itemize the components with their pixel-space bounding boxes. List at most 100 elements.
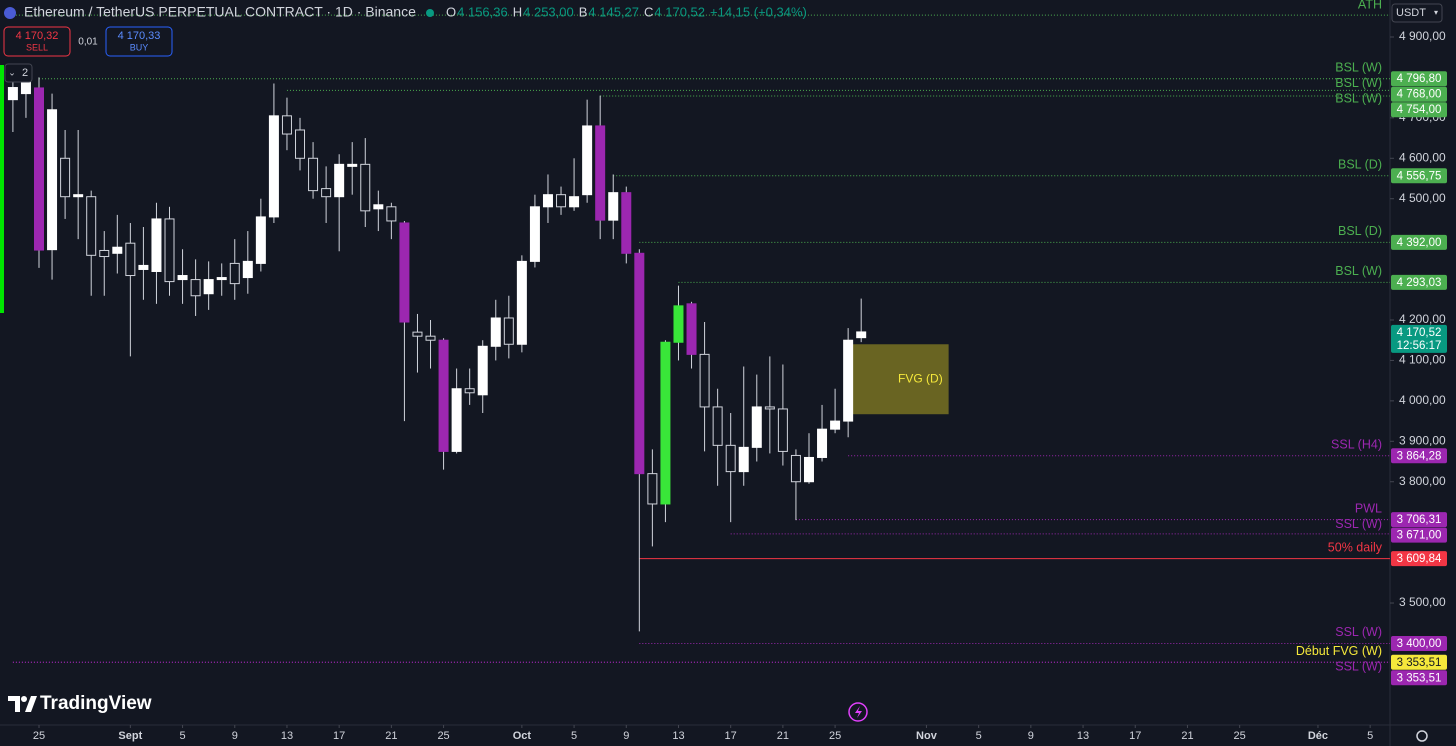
- currency-button[interactable]: [1391, 3, 1443, 23]
- x-tick-label: 13: [1077, 730, 1089, 742]
- candle-body: [830, 420, 841, 430]
- x-tick-label: 13: [281, 730, 293, 742]
- candle-body: [738, 446, 749, 473]
- level-price: 4 556,75: [1397, 170, 1442, 182]
- change: +14,15 (+0,34%): [710, 4, 807, 19]
- level-price-box: [1391, 654, 1447, 670]
- level-price-box: [1391, 102, 1447, 118]
- candle-body: [190, 279, 201, 297]
- last-price-box: [1391, 324, 1447, 353]
- x-tick-label: 5: [976, 730, 982, 742]
- candle-body: [268, 115, 279, 218]
- candle-body: [112, 246, 123, 254]
- candle-body: [373, 204, 384, 210]
- candle-body: [777, 408, 788, 452]
- settings-icon[interactable]: [1416, 730, 1428, 742]
- level-price-box: [1391, 448, 1447, 464]
- candle-body: [464, 388, 475, 394]
- event-icon[interactable]: [848, 702, 868, 722]
- level-label: BSL (W): [1335, 61, 1382, 75]
- candle-body: [138, 264, 149, 270]
- candle-body: [438, 339, 449, 452]
- level-price: 3 706,31: [1397, 514, 1442, 526]
- indicators-toggle[interactable]: [4, 63, 33, 83]
- logo-dot: [21, 696, 27, 702]
- candle-body: [647, 473, 658, 505]
- level-label: PWL: [1355, 501, 1382, 515]
- candle-body: [34, 87, 45, 251]
- level-price-box: [1391, 527, 1447, 543]
- candle-body: [412, 331, 423, 337]
- candle-body: [764, 406, 775, 410]
- candle-body: [295, 129, 306, 159]
- candle-body: [503, 317, 514, 345]
- candle-body: [569, 196, 580, 208]
- candle-body: [817, 428, 828, 458]
- level-price-box: [1391, 71, 1447, 87]
- candle-body: [712, 406, 723, 446]
- ohlc-label: H: [513, 4, 522, 19]
- sell-price: 4 170,32: [16, 30, 59, 42]
- ohlc-label: O: [446, 4, 456, 19]
- x-tick-label: 9: [232, 730, 238, 742]
- currency-chevron: ▾: [1434, 8, 1438, 17]
- buy-button[interactable]: [105, 26, 173, 57]
- candle-body: [7, 87, 18, 101]
- x-tick-label: 17: [333, 730, 345, 742]
- logo: TradingView: [40, 693, 152, 714]
- level-label: Début FVG (W): [1296, 644, 1382, 658]
- candle-body: [608, 192, 619, 221]
- logo-icon: [8, 696, 37, 712]
- candle-body: [386, 206, 397, 222]
- indicator-count: 2: [22, 67, 28, 79]
- candle-body: [177, 275, 188, 281]
- x-tick-label: Nov: [916, 730, 938, 742]
- level-price: 3 353,51: [1397, 657, 1442, 669]
- ohlc-value: 4 156,36: [457, 4, 508, 19]
- candle-body: [203, 279, 214, 295]
- level-label: SSL (W): [1335, 660, 1382, 674]
- candle-body: [86, 196, 97, 256]
- symbol-icon: [4, 7, 16, 19]
- candle-body: [73, 194, 84, 198]
- candle-body: [20, 80, 31, 95]
- spread: 0,01: [78, 37, 98, 48]
- y-tick-label: 4 100,00: [1399, 353, 1446, 367]
- x-tick-label: 25: [33, 730, 45, 742]
- indicator-bar: [0, 65, 4, 313]
- level-price: 4 754,00: [1397, 104, 1442, 116]
- x-tick-label: 25: [437, 730, 449, 742]
- candle-body: [164, 218, 175, 283]
- candle-body: [255, 216, 266, 264]
- level-label: SSL (W): [1335, 517, 1382, 531]
- buy-price: 4 170,33: [118, 30, 161, 42]
- x-tick-label: 9: [1028, 730, 1034, 742]
- level-label: BSL (W): [1335, 92, 1382, 106]
- sell-button[interactable]: [3, 26, 71, 57]
- candle-body: [281, 115, 292, 135]
- candle-body: [125, 242, 136, 277]
- x-tick-label: 25: [829, 730, 841, 742]
- ohlc-value: 4 170,52: [654, 4, 705, 19]
- candle-body: [660, 341, 671, 505]
- candle-body: [151, 218, 162, 272]
- level-price: 3 609,84: [1397, 553, 1442, 565]
- candle-body: [99, 249, 110, 258]
- currency: USDT: [1396, 7, 1426, 19]
- ohlc-label: C: [644, 4, 653, 19]
- candle-body: [621, 192, 632, 254]
- x-tick-label: 5: [1367, 730, 1373, 742]
- level-price: 3 671,00: [1397, 530, 1442, 542]
- candle-body: [582, 125, 593, 196]
- x-tick-label: 13: [672, 730, 684, 742]
- chevron: ⌄: [8, 67, 16, 77]
- candle-body: [699, 353, 710, 408]
- x-tick-label: 21: [1181, 730, 1193, 742]
- level-price: 4 293,03: [1397, 277, 1442, 289]
- y-tick-label: 4 900,00: [1399, 29, 1446, 43]
- y-tick-label: 3 800,00: [1399, 474, 1446, 488]
- y-tick-label: 4 200,00: [1399, 312, 1446, 326]
- level-price: 4 768,00: [1397, 89, 1442, 101]
